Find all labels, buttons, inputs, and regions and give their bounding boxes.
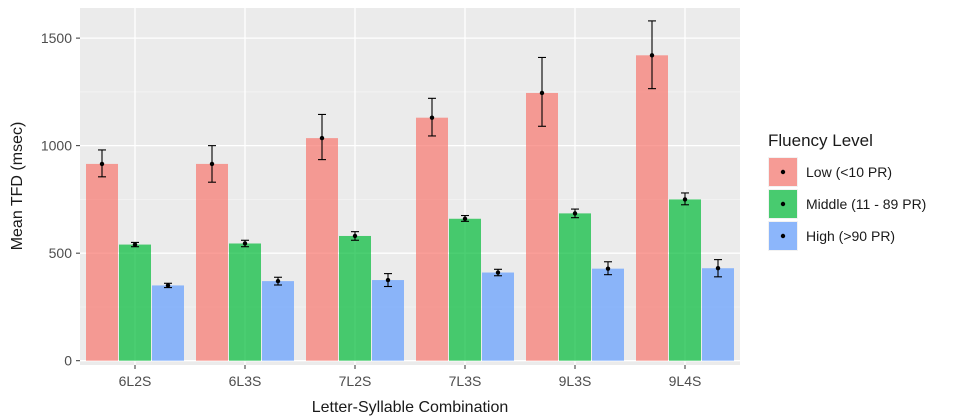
legend-keys: Low (<10 PR) Middle (11 - 89 PR) High (>90…: [768, 157, 926, 251]
legend-label: Low (<10 PR): [806, 164, 892, 180]
bars: [86, 55, 734, 361]
bar: [86, 163, 118, 361]
grid-minor: [80, 91, 740, 308]
bar: [482, 272, 514, 361]
mean-point: [242, 241, 248, 246]
bar: [372, 280, 404, 361]
mean-point: [715, 266, 721, 271]
mean-point: [495, 270, 501, 275]
legend: Fluency Level Low (<10 PR) Middle (11 - 8…: [768, 131, 926, 251]
x-axis-title: Letter-Syllable Combination: [312, 399, 509, 416]
mean-point: [352, 233, 358, 239]
y-axis: 0 500 1000 1500: [41, 30, 80, 369]
y-tick-label: 500: [49, 245, 73, 261]
bar: [449, 218, 481, 361]
bar: [196, 163, 228, 361]
bar: [152, 285, 184, 361]
x-tick-label: 9L4S: [669, 373, 702, 389]
mean-point: [649, 53, 655, 58]
mean-point: [572, 211, 578, 216]
mean-point: [429, 115, 435, 120]
legend-title: Fluency Level: [768, 131, 873, 150]
bar: [702, 268, 734, 361]
mean-point: [539, 90, 545, 96]
mean-point: [605, 266, 611, 271]
bar: [229, 243, 261, 361]
x-tick-label: 7L3S: [449, 373, 482, 389]
legend-key-point: [780, 169, 786, 175]
legend-label: Middle (11 - 89 PR): [806, 196, 926, 212]
mean-point: [319, 135, 325, 141]
y-tick-label: 0: [64, 353, 72, 369]
error-bars: [98, 20, 722, 289]
mean-point: [385, 277, 391, 283]
legend-key-point: [780, 201, 786, 207]
bar: [592, 268, 624, 361]
mean-point: [99, 161, 105, 167]
bar: [526, 92, 558, 361]
mean-point: [462, 216, 468, 221]
bar: [559, 213, 591, 361]
x-tick-label: 6L2S: [119, 373, 152, 389]
mean-point: [682, 197, 688, 202]
x-tick-label: 7L2S: [339, 373, 372, 389]
bar: [669, 199, 701, 361]
bar: [262, 281, 294, 361]
x-axis: 6L2S 6L3S 7L2S 7L3S 9L3S 9L4S: [119, 365, 702, 389]
mean-point: [132, 242, 138, 247]
bar: [636, 55, 668, 361]
mean-point: [165, 283, 171, 288]
legend-label: High (>90 PR): [806, 228, 895, 244]
y-tick-label: 1000: [41, 138, 72, 154]
bar: [416, 117, 448, 361]
bar: [339, 235, 371, 361]
y-axis-title: Mean TFD (msec): [9, 122, 26, 251]
bar: [119, 244, 151, 361]
mean-point: [275, 278, 281, 284]
x-tick-label: 9L3S: [559, 373, 592, 389]
y-tick-label: 1500: [41, 30, 72, 46]
x-tick-label: 6L3S: [229, 373, 262, 389]
plot-panel: [80, 8, 740, 365]
legend-key-point: [780, 233, 786, 239]
mean-point: [209, 161, 215, 167]
bar: [306, 138, 338, 361]
